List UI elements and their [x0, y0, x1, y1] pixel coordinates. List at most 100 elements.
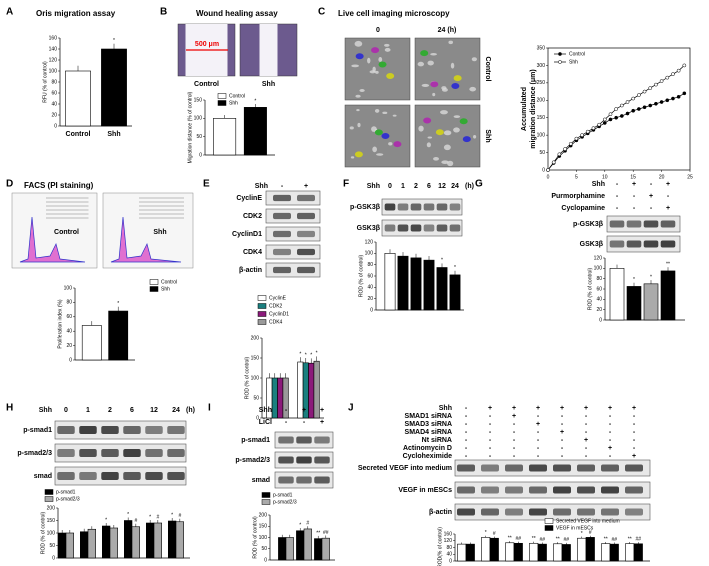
cell [453, 115, 461, 118]
tracked-cell [459, 118, 468, 125]
legend-swatch [149, 279, 159, 285]
legend-label: VEGF in mESCs [556, 525, 594, 531]
blot-band [529, 508, 547, 516]
bar [175, 521, 184, 559]
bar [397, 255, 409, 311]
image-label: Control [54, 229, 79, 236]
significance-mark: ## [563, 537, 569, 543]
blot-band [481, 464, 499, 472]
panel-title: Wound healing assay [196, 9, 278, 18]
y-tick-label: 80 [446, 545, 452, 551]
blot-band [626, 220, 642, 228]
wound-gap [259, 24, 278, 76]
condition-value: 12 [150, 407, 158, 414]
y-tick-label: 100 [259, 535, 268, 541]
blot-band [57, 472, 75, 480]
point [631, 96, 636, 101]
blot-band [609, 220, 625, 228]
tracked-cell [371, 47, 380, 54]
significance-mark: * [105, 517, 107, 523]
blot-band [553, 464, 571, 472]
blot-band [297, 266, 315, 274]
micrograph [344, 104, 411, 168]
point [659, 79, 664, 83]
blot-band [273, 248, 291, 256]
bar [609, 268, 625, 321]
condition-value: - [650, 205, 653, 212]
blot-band [643, 220, 659, 228]
point [671, 96, 675, 101]
bar [513, 542, 523, 562]
blot-band [505, 486, 523, 494]
y-axis-label: ROD (% of control) [40, 512, 46, 555]
x-tick-label: Control [66, 131, 91, 138]
blot-label: Secreted VEGF into medium [358, 465, 452, 472]
blot-band [79, 426, 97, 434]
blot-band [123, 449, 141, 457]
legend-label: Control [161, 279, 177, 285]
legend-marker [558, 52, 562, 56]
condition-value: - [489, 421, 492, 428]
condition-value: - [561, 421, 564, 428]
condition-value: + [649, 193, 653, 200]
y-tick-label: 60 [596, 286, 602, 292]
condition-value: - [537, 437, 540, 444]
blot-band [384, 203, 396, 211]
legend-label: Control [229, 93, 245, 99]
legend-marker [558, 60, 562, 64]
blot-band [296, 476, 312, 484]
y-tick-label: 20 [66, 343, 72, 349]
y-tick-label: 140 [49, 46, 58, 52]
condition-value: - [513, 445, 516, 452]
y-tick-label: 0 [370, 307, 373, 313]
blot-band [505, 464, 523, 472]
point [665, 98, 670, 103]
bar [410, 257, 422, 311]
legend-label: CDK4 [269, 319, 283, 325]
panel-letter: A [6, 7, 13, 18]
blot-label: CyclinE [236, 195, 262, 202]
y-tick-label: 160 [444, 531, 453, 537]
y-tick-label: 40 [66, 329, 72, 335]
point [682, 63, 687, 68]
significance-mark: ## [611, 537, 617, 543]
condition-value: - [489, 413, 492, 420]
y-tick-label: 0 [52, 555, 55, 561]
y-tick-label: 40 [446, 552, 452, 558]
cell [427, 60, 434, 66]
blot-band [79, 472, 97, 480]
cell [432, 92, 436, 97]
y-tick-label: 50 [539, 150, 545, 156]
point [648, 103, 653, 108]
y-tick-label: 50 [261, 546, 267, 552]
legend-label: p-smad2/3 [56, 496, 80, 502]
legend-swatch [544, 525, 554, 531]
condition-value: 24 [451, 183, 459, 190]
image-column-label: 24 (h) [438, 27, 457, 34]
blot-band [423, 224, 435, 232]
condition-value: - [537, 429, 540, 436]
cell [448, 40, 454, 45]
condition-value: 0 [64, 407, 68, 414]
bar [384, 253, 396, 311]
bar [577, 537, 587, 562]
blot-band [79, 449, 97, 457]
cell [453, 127, 460, 133]
y-tick-label: 0 [449, 558, 452, 564]
condition-value: - [633, 421, 636, 428]
blot-band [278, 436, 294, 444]
condition-label: Purmorphamine [551, 193, 605, 200]
point [625, 111, 630, 116]
y-axis-label: Proliferation index (%) [57, 299, 63, 349]
blot-band [145, 449, 163, 457]
significance-mark: * [441, 258, 443, 264]
blot-strip [54, 443, 187, 463]
cell [351, 64, 360, 68]
panel-letter: G [475, 179, 483, 190]
y-tick-label: 80 [51, 79, 57, 85]
point [551, 160, 556, 165]
blot-label: p-smad2/3 [17, 450, 52, 457]
bar [80, 531, 89, 559]
blot-band [296, 456, 312, 464]
significance-mark: * [485, 530, 487, 536]
